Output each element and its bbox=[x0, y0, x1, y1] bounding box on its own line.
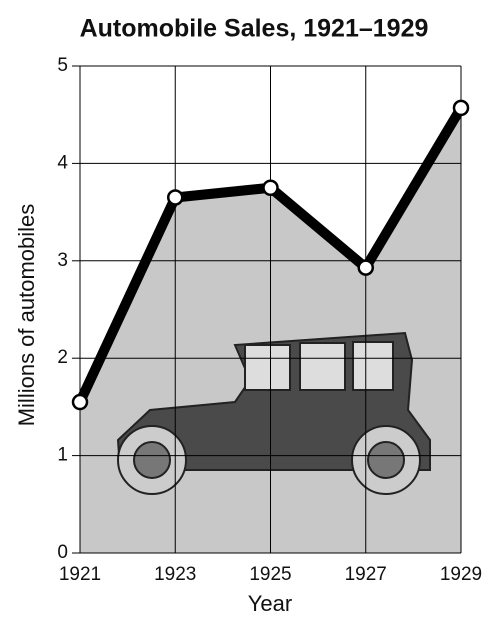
point bbox=[359, 261, 373, 275]
x-tick-label: 1927 bbox=[345, 564, 387, 585]
y-tick-label: 2 bbox=[57, 347, 68, 368]
point bbox=[264, 181, 278, 195]
chart-title: Automobile Sales, 1921–1929 bbox=[80, 15, 429, 43]
x-tick-label: 1925 bbox=[249, 564, 291, 585]
x-tick-label: 1923 bbox=[154, 564, 196, 585]
x-tick-label: 1929 bbox=[440, 564, 482, 585]
y-tick-label: 3 bbox=[57, 250, 68, 271]
y-axis-label: Millions of automobiles bbox=[14, 204, 39, 427]
chart: Automobile Sales, 1921–1929 Millions of … bbox=[0, 0, 491, 617]
y-tick-label: 5 bbox=[57, 55, 68, 76]
y-tick-label: 0 bbox=[57, 542, 68, 563]
point bbox=[168, 190, 182, 204]
x-axis-label: Year bbox=[248, 591, 292, 616]
x-tick-label: 1921 bbox=[59, 564, 101, 585]
point bbox=[73, 395, 87, 409]
y-tick-label: 1 bbox=[57, 445, 68, 466]
point bbox=[454, 101, 468, 115]
y-tick-label: 4 bbox=[57, 152, 68, 173]
